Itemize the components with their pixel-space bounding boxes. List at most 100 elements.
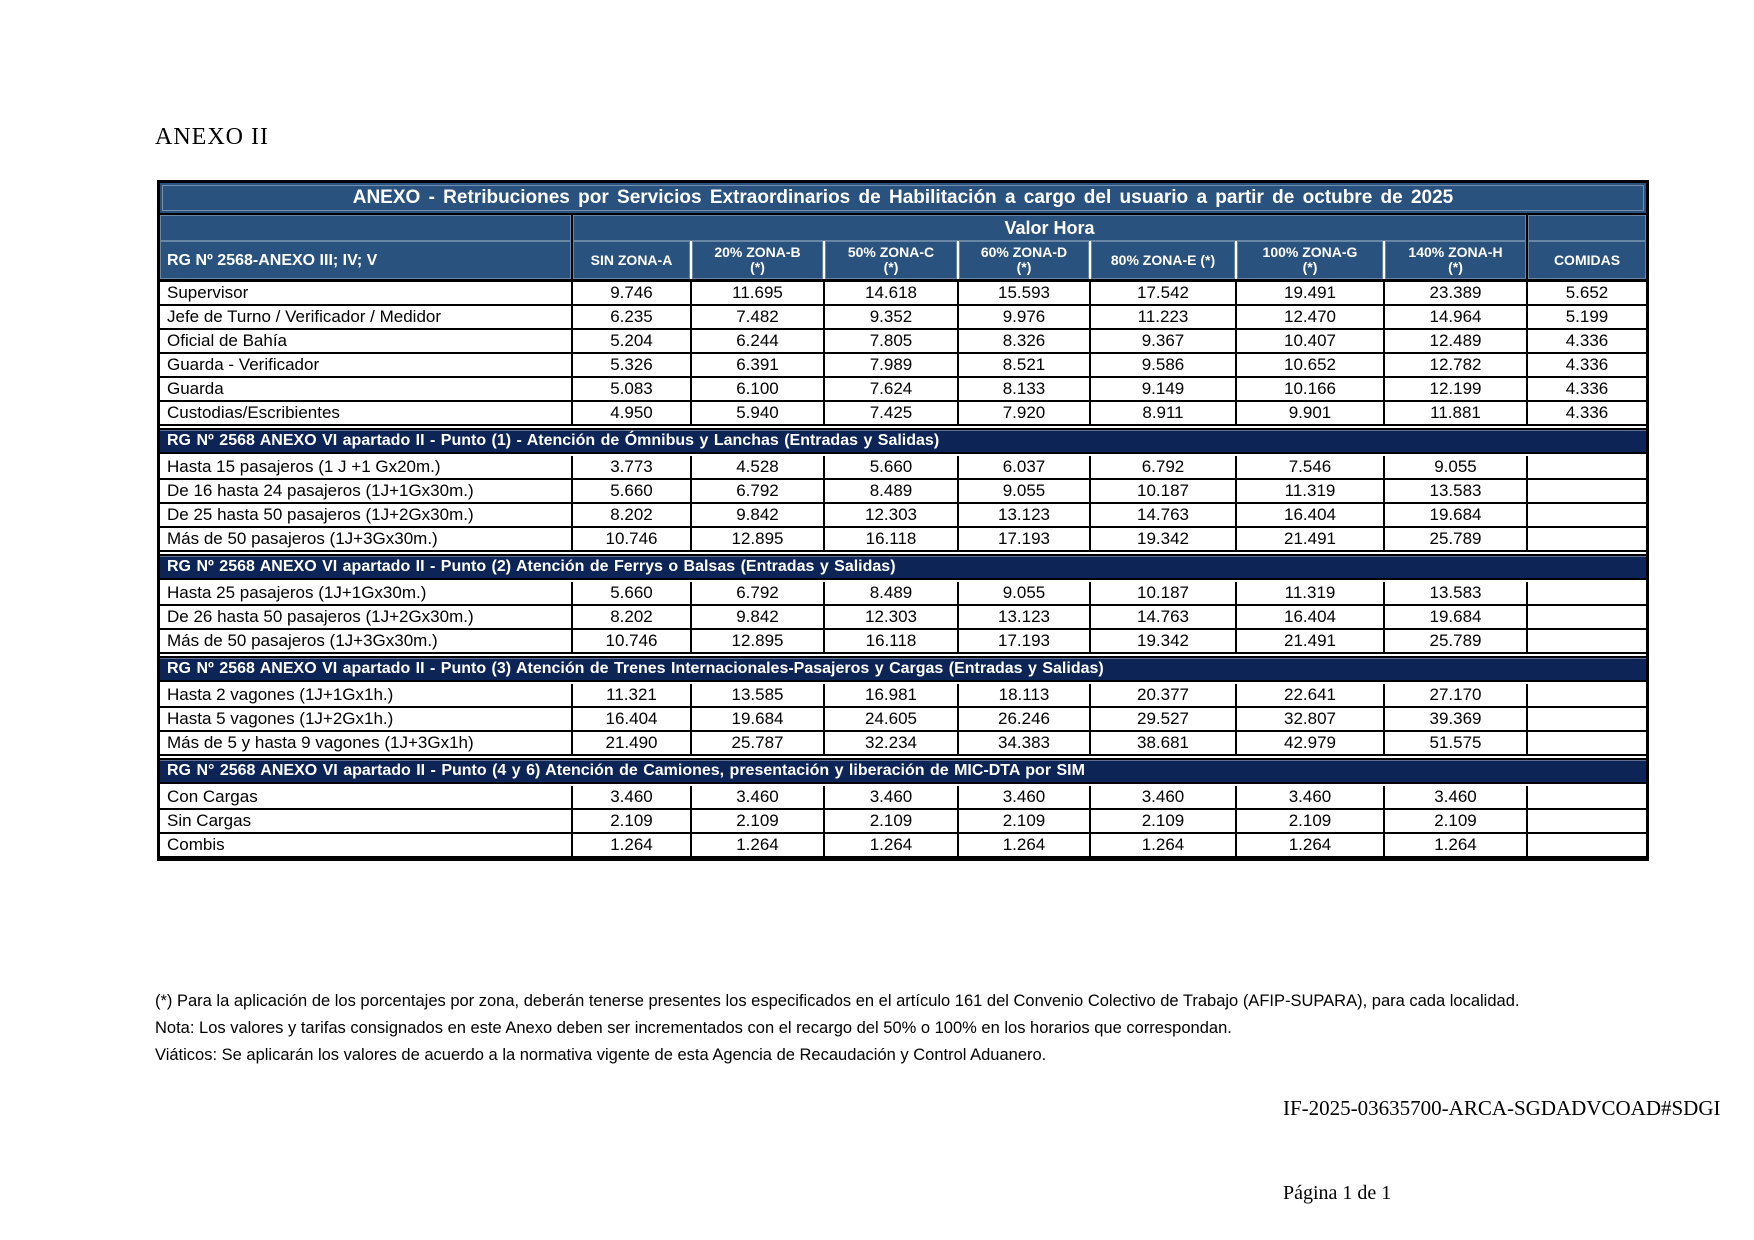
value-cell: 15.593: [959, 282, 1091, 304]
value-cell: 1.264: [573, 834, 692, 856]
footnote-viaticos: Viáticos: Se aplicarán los valores de ac…: [155, 1046, 1047, 1064]
table-row: Guarda - Verificador 5.326 6.391 7.989 8.521…: [160, 354, 1646, 378]
value-cell: 14.763: [1091, 504, 1237, 526]
value-cell: 19.342: [1091, 630, 1237, 652]
column-header-label: 50% ZONA-C: [847, 244, 935, 260]
value-cell: 6.037: [959, 456, 1091, 478]
table-row: Combis 1.264 1.264 1.264 1.264 1.264 1.264 1.26…: [160, 834, 1646, 858]
comidas-cell: [1528, 480, 1646, 502]
value-cell: 9.367: [1091, 330, 1237, 352]
value-cell: 11.695: [692, 282, 825, 304]
column-header-label: 100% ZONA-G: [1262, 244, 1358, 260]
row-header-label: RG Nº 2568-ANEXO III; IV; V: [160, 241, 573, 279]
value-cell: 24.605: [825, 708, 959, 730]
table-row: Hasta 15 pasajeros (1 J +1 Gx20m.) 3.773 4…: [160, 456, 1646, 480]
column-header-note: (*): [1448, 259, 1463, 275]
value-cell: 7.920: [959, 402, 1091, 424]
table-row: Más de 50 pasajeros (1J+3Gx30m.) 10.746 12…: [160, 528, 1646, 552]
comidas-cell: [1528, 528, 1646, 550]
table-row: Hasta 25 pasajeros (1J+1Gx30m.) 5.660 6.79…: [160, 582, 1646, 606]
value-cell: 13.583: [1385, 582, 1528, 604]
row-label: Hasta 5 vagones (1J+2Gx1h.): [160, 708, 573, 730]
column-header-note: (*): [1016, 259, 1032, 275]
value-cell: 10.166: [1237, 378, 1385, 400]
value-cell: 12.895: [692, 528, 825, 550]
page-number: Página 1 de 1: [1283, 1182, 1392, 1204]
value-cell: 17.193: [959, 630, 1091, 652]
value-cell: 11.321: [573, 684, 692, 706]
value-cell: 3.460: [1091, 786, 1237, 808]
value-cell: 18.113: [959, 684, 1091, 706]
value-cell: 9.149: [1091, 378, 1237, 400]
value-cell: 39.369: [1385, 708, 1528, 730]
comidas-cell: [1528, 834, 1646, 856]
value-cell: 8.911: [1091, 402, 1237, 424]
value-cell: 3.460: [573, 786, 692, 808]
value-cell: 51.575: [1385, 732, 1528, 754]
row-label: Hasta 2 vagones (1J+1Gx1h.): [160, 684, 573, 706]
table-row: Supervisor 9.746 11.695 14.618 15.593 17.542 1…: [160, 282, 1646, 306]
value-cell: 6.235: [573, 306, 692, 328]
comidas-cell: [1528, 456, 1646, 478]
value-cell: 13.583: [1385, 480, 1528, 502]
column-header-comidas: COMIDAS: [1528, 241, 1646, 279]
value-cell: 5.660: [573, 582, 692, 604]
value-cell: 27.170: [1385, 684, 1528, 706]
value-cell: 8.521: [959, 354, 1091, 376]
value-cell: 12.199: [1385, 378, 1528, 400]
value-cell: 14.763: [1091, 606, 1237, 628]
value-cell: 11.319: [1237, 582, 1385, 604]
column-header-label: 60% ZONA-D: [980, 244, 1068, 260]
table-row: Con Cargas 3.460 3.460 3.460 3.460 3.460 3.460…: [160, 786, 1646, 810]
value-cell: 12.782: [1385, 354, 1528, 376]
value-cell: 12.470: [1237, 306, 1385, 328]
row-label: Hasta 15 pasajeros (1 J +1 Gx20m.): [160, 456, 573, 478]
document-code: IF-2025-03635700-ARCA-SGDADVCOAD#SDGI: [1283, 1096, 1721, 1120]
section-header: RG Nº 2568 ANEXO VI apartado II - Punto …: [160, 656, 1646, 682]
value-cell: 2.109: [692, 810, 825, 832]
value-cell: 26.246: [959, 708, 1091, 730]
row-label: Con Cargas: [160, 786, 573, 808]
row-label: Oficial de Bahía: [160, 330, 573, 352]
column-header-note: (*): [1302, 259, 1318, 275]
value-cell: 3.460: [825, 786, 959, 808]
value-cell: 4.528: [692, 456, 825, 478]
column-header-label: 20% ZONA-B: [714, 244, 801, 260]
value-cell: 8.489: [825, 480, 959, 502]
value-cell: 9.842: [692, 504, 825, 526]
table-row: Más de 5 y hasta 9 vagones (1J+3Gx1h) 21.…: [160, 732, 1646, 756]
comidas-cell: 4.336: [1565, 331, 1609, 350]
value-cell: 7.482: [692, 306, 825, 328]
value-cell: 9.976: [959, 306, 1091, 328]
value-cell: 9.055: [959, 582, 1091, 604]
section-header: RG Nº 2568 ANEXO VI apartado II - Punto …: [160, 554, 1646, 580]
value-cell: 23.389: [1385, 282, 1528, 304]
value-cell: 2.109: [825, 810, 959, 832]
value-cell: 1.264: [1237, 834, 1385, 856]
value-cell: 1.264: [825, 834, 959, 856]
table-row: Hasta 2 vagones (1J+1Gx1h.) 11.321 13.585 1…: [160, 684, 1646, 708]
column-header-label: SIN ZONA-A: [590, 251, 673, 268]
empty-header-cell: [160, 215, 573, 241]
table-row: Custodias/Escribientes 4.950 5.940 7.425 7.9…: [160, 402, 1646, 426]
row-label: De 25 hasta 50 pasajeros (1J+2Gx30m.): [160, 504, 573, 526]
value-cell: 21.490: [573, 732, 692, 754]
comidas-cell: 4.336: [1565, 355, 1609, 374]
value-cell: 8.326: [959, 330, 1091, 352]
column-header-label: 80% ZONA-E (*): [1110, 251, 1216, 268]
value-cell: 16.118: [825, 528, 959, 550]
table-row: Hasta 5 vagones (1J+2Gx1h.) 16.404 19.684 2…: [160, 708, 1646, 732]
value-cell: 11.319: [1237, 480, 1385, 502]
column-header-label: 140% ZONA-H: [1408, 244, 1503, 260]
row-label: Jefe de Turno / Verificador / Medidor: [160, 306, 573, 328]
empty-comidas-cell: [1528, 215, 1646, 241]
column-header: 100% ZONA-G (*): [1237, 241, 1385, 279]
row-label: Guarda - Verificador: [160, 354, 573, 376]
value-cell: 7.989: [825, 354, 959, 376]
row-label: Supervisor: [160, 282, 573, 304]
table-row: Más de 50 pasajeros (1J+3Gx30m.) 10.746 12…: [160, 630, 1646, 654]
value-cell: 21.491: [1237, 630, 1385, 652]
row-label: Custodias/Escribientes: [160, 402, 573, 424]
comidas-cell: [1528, 582, 1646, 604]
comidas-cell: 4.336: [1565, 403, 1609, 422]
